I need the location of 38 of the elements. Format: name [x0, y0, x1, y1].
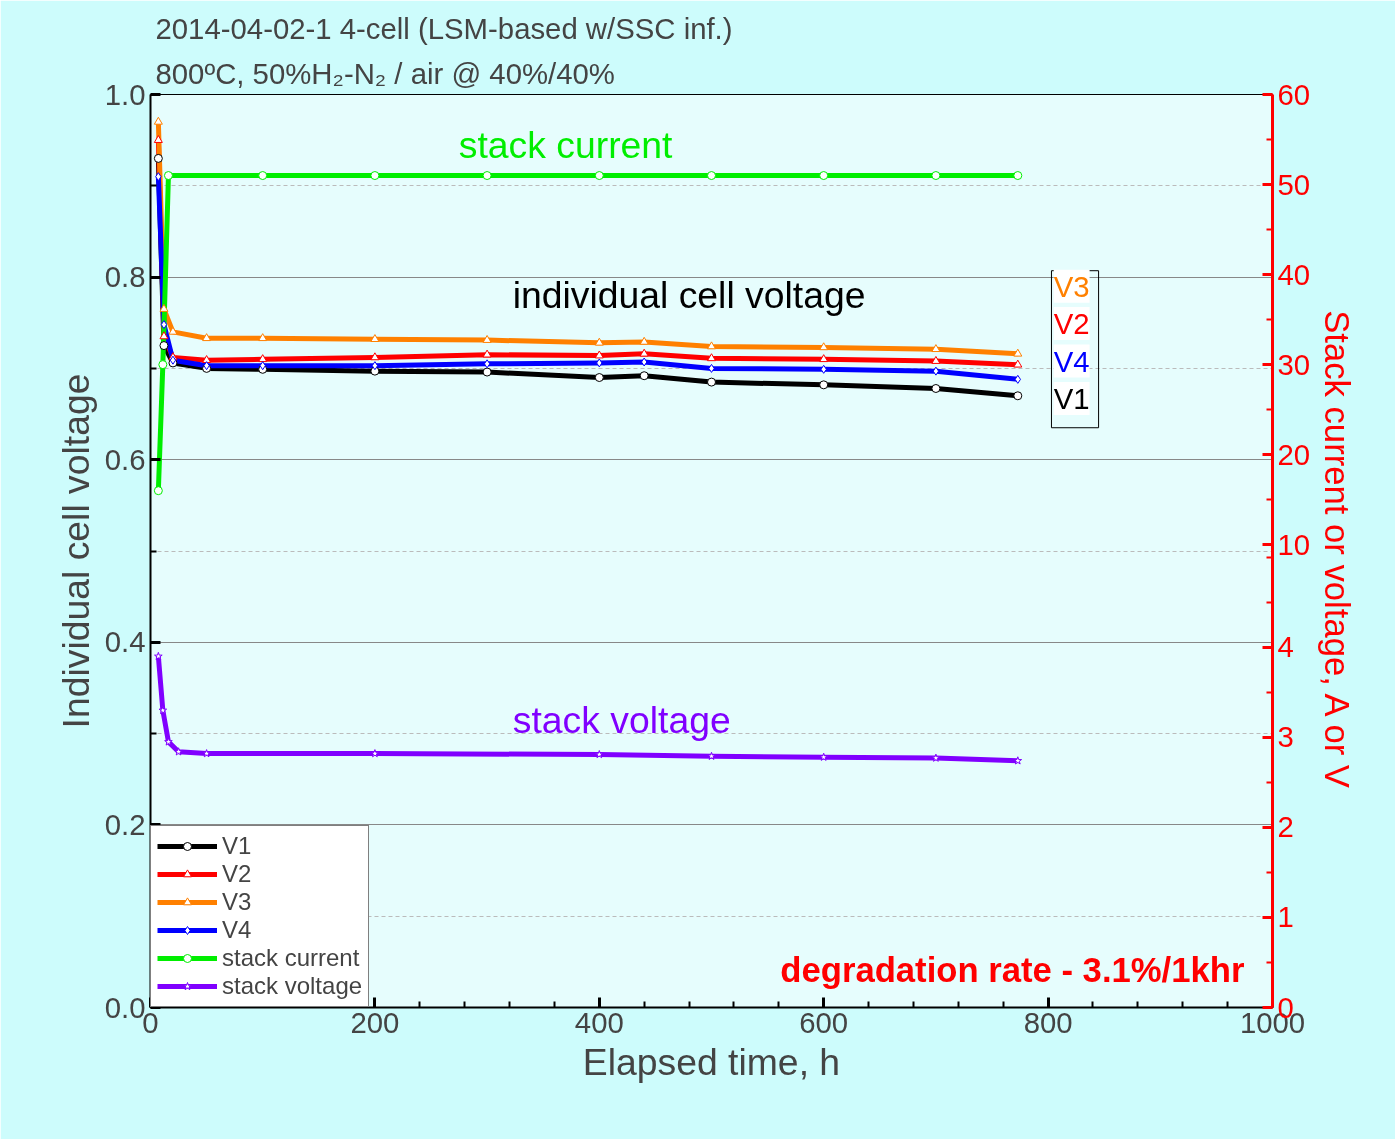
- y2-tick-label: 1: [1277, 900, 1294, 934]
- legend-label: V1: [222, 832, 252, 860]
- chart-title: 2014-04-02-1 4-cell (LSM-based w/SSC inf.): [155, 11, 733, 45]
- y-tick-label: 0.8: [104, 260, 146, 294]
- x-tick-label: 400: [574, 1005, 624, 1039]
- y3-tick-label: 20: [1277, 437, 1311, 471]
- y3-tick-label: 50: [1277, 167, 1311, 201]
- legend-label: V4: [222, 916, 252, 944]
- text: V3: [1053, 269, 1090, 303]
- x-tick-label: 200: [350, 1005, 400, 1039]
- y3-tick-label: 30: [1277, 347, 1311, 381]
- legend-label: V3: [222, 888, 252, 916]
- x-tick-label: 600: [799, 1005, 849, 1039]
- y-tick-label: 0.6: [104, 442, 146, 476]
- y2-tick-label: 4: [1277, 630, 1294, 664]
- y-axis-title: Individual cell voltage: [54, 373, 97, 729]
- text: V2: [1053, 307, 1090, 341]
- text: V4: [1053, 344, 1090, 378]
- legend-label: stack voltage: [222, 972, 363, 1000]
- y3-tick-label: 60: [1277, 77, 1311, 111]
- y2-axis-title: Stack current or voltage, A or V: [1318, 310, 1357, 788]
- annotation: stack current: [458, 123, 674, 166]
- x-axis-title: Elapsed time, h: [582, 1040, 841, 1083]
- annotation: degradation rate - 3.1%/1khr: [780, 951, 1245, 990]
- y-tick-label: 0.2: [104, 807, 146, 841]
- y2-tick-label: 3: [1277, 720, 1294, 754]
- x-tick-label: 800: [1023, 1005, 1073, 1039]
- y3-tick-label: 40: [1277, 257, 1311, 291]
- text: V1: [1053, 381, 1090, 415]
- y-tick-label: 1.0: [104, 77, 146, 111]
- legend-label: V2: [222, 860, 252, 888]
- annotation: individual cell voltage: [512, 274, 866, 317]
- annotation: stack voltage: [512, 698, 731, 741]
- y3-tick-label: 10: [1277, 527, 1311, 561]
- legend-label: stack current: [222, 944, 360, 972]
- y2-tick-label: 2: [1277, 810, 1294, 844]
- y-tick-label: 0.4: [104, 625, 146, 659]
- chart-subtitle: 800ºC, 50%H₂-N₂ / air @ 40%/40%: [155, 56, 615, 90]
